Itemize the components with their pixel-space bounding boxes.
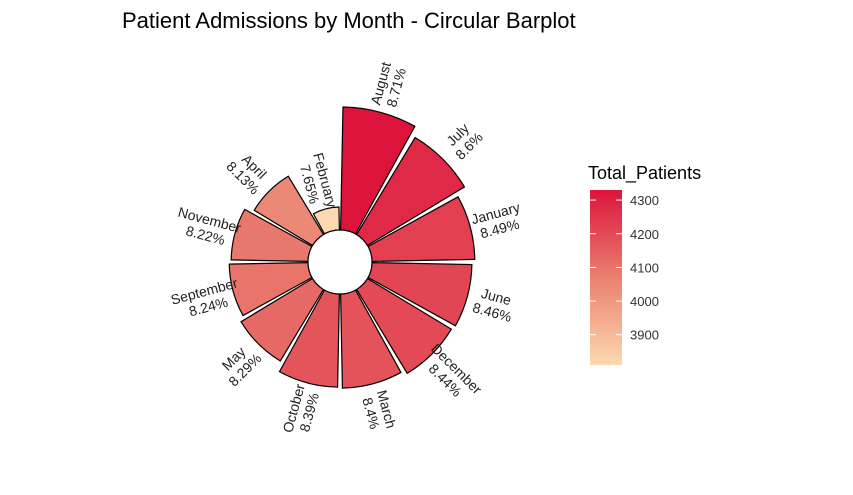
percent-label: 8.4% [359,396,383,431]
legend-tick-label: 4200 [630,227,659,242]
chart-title: Patient Admissions by Month - Circular B… [122,8,576,33]
legend-colorbar [590,190,622,365]
legend-title: Total_Patients [588,163,701,184]
legend-tick-label: 4100 [630,260,659,275]
category-label: June [480,285,514,308]
legend-tick-label: 3900 [630,328,659,343]
legend-tick-label: 4000 [630,294,659,309]
center-hole [307,229,373,295]
legend: Total_Patients 4300 4200 4100 4000 3900 [588,163,701,365]
legend-tick-label: 4300 [630,193,659,208]
